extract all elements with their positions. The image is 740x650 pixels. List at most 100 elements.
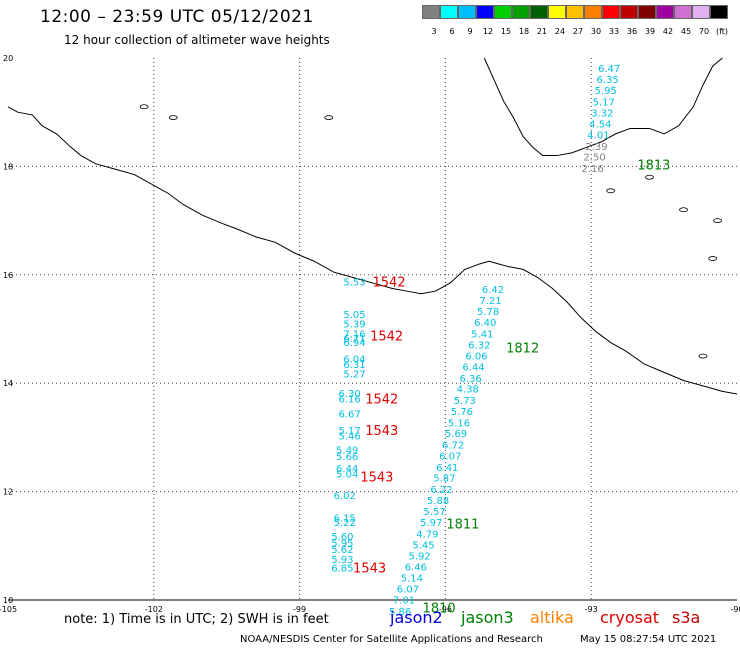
island-outline: [139, 104, 149, 110]
colorbar-swatch: [512, 5, 530, 19]
colorbar-label: 15: [500, 27, 512, 36]
colorbar-label: 21: [536, 27, 548, 36]
lon-tick-label: -96: [439, 605, 452, 614]
swh-value: 5.62: [331, 545, 353, 556]
swh-value: 6.44: [336, 464, 358, 475]
colorbar-label: (ft): [715, 27, 729, 36]
swh-value: 5.16: [448, 418, 470, 429]
island-outline: [324, 115, 334, 121]
colorbar-swatch: [530, 5, 548, 19]
swh-value: 6.94: [343, 338, 365, 349]
swh-value: 2.16: [581, 164, 603, 175]
colorbar-label: 39: [644, 27, 656, 36]
colorbar-label: 18: [518, 27, 530, 36]
swh-value: 6.30: [338, 389, 360, 400]
swh-value: 6.06: [465, 352, 487, 363]
swh-value: 6.04: [343, 354, 365, 365]
swh-value: 6.15: [334, 514, 356, 525]
swh-value: 5.05: [343, 310, 365, 321]
swh-value: 5.86: [389, 607, 411, 618]
colorbar-label: 24: [554, 27, 566, 36]
colorbar-swatch: [674, 5, 692, 19]
swh-value: 6.85: [331, 564, 353, 575]
swh-value: 4.54: [589, 120, 611, 131]
colorbar-swatch: [422, 5, 440, 19]
colorbar-label: 42: [662, 27, 674, 36]
colorbar-label: 70: [698, 27, 710, 36]
swh-value: 6.36: [459, 374, 481, 385]
swh-value: 5.45: [412, 540, 434, 551]
swh-value: 5.22: [334, 518, 356, 529]
swh-value: 5.69: [445, 429, 467, 440]
colorbar-label: 36: [626, 27, 638, 36]
swh-value: 5.53: [343, 277, 365, 288]
pass-time-label: 1810: [423, 602, 456, 617]
pass-time-label: 1813: [637, 158, 670, 173]
swh-value: 5.17: [593, 97, 615, 108]
colorbar-label: 30: [590, 27, 602, 36]
swh-value: 4.01: [587, 131, 609, 142]
swh-value: 4.79: [416, 529, 438, 540]
swh-value: 5.49: [336, 445, 358, 456]
swh-value: 5.73: [454, 396, 476, 407]
lat-tick-label: 20: [3, 54, 13, 63]
lon-tick-label: -102: [145, 605, 163, 614]
swh-value: 5.95: [331, 539, 353, 550]
legend-altika: altika: [530, 608, 574, 627]
swh-value: 5.14: [401, 573, 423, 584]
swh-value: 6.31: [343, 360, 365, 371]
swh-value: 5.87: [433, 474, 455, 485]
colorbar-swatch: [638, 5, 656, 19]
lon-tick-label: -105: [0, 605, 17, 614]
colorbar-label: 12: [482, 27, 494, 36]
swh-value: 5.66: [336, 452, 358, 463]
swh-value: 6.32: [468, 340, 490, 351]
swh-value: 6.67: [338, 410, 360, 421]
pass-time-label: 1542: [370, 330, 403, 345]
swh-value: 7.21: [479, 296, 501, 307]
colorbar-swatch: [656, 5, 674, 19]
legend-jason2: jason2: [390, 608, 443, 627]
swh-value: 5.41: [471, 329, 493, 340]
colorbar-swatch: [494, 5, 512, 19]
island-outline: [708, 256, 718, 261]
swh-value: 4.38: [457, 385, 479, 396]
colorbar-swatch: [440, 5, 458, 19]
colorbar-swatch: [476, 5, 494, 19]
swh-value: 6.46: [405, 562, 427, 573]
swh-value: 5.17: [338, 426, 360, 437]
swh-value: 2.39: [585, 142, 607, 153]
pass-time-label: 1542: [365, 392, 398, 407]
colorbar-label: 9: [467, 27, 473, 36]
lat-tick-label: 16: [3, 271, 13, 280]
swh-value: 6.07: [397, 585, 419, 596]
swh-value: 6.41: [436, 463, 458, 474]
legend-s3a: s3a: [672, 608, 701, 627]
colorbar-label: 27: [572, 27, 584, 36]
colorbar-swatch: [584, 5, 602, 19]
colorbar-swatch: [458, 5, 476, 19]
gulf-coastline: [483, 57, 723, 157]
swh-value: 5.27: [343, 370, 365, 381]
legend-cryosat: cryosat: [600, 608, 660, 627]
lat-tick-label: 14: [3, 379, 13, 388]
swh-value: 6.47: [598, 64, 620, 75]
swh-value: 5.92: [408, 552, 430, 563]
pacific-coastline: [7, 106, 738, 395]
swh-value: 5.88: [427, 496, 449, 507]
pass-time-label: 1543: [360, 471, 393, 486]
island-outline: [168, 115, 178, 121]
credit-line: NOAA/NESDIS Center for Satellite Applica…: [240, 634, 543, 645]
swh-value: 5.57: [424, 507, 446, 518]
swh-value: 5.95: [595, 86, 617, 97]
lat-tick-label: 18: [3, 162, 13, 171]
colorbar-swatch: [710, 5, 728, 19]
island-outline: [679, 207, 688, 213]
pass-time-label: 1811: [446, 518, 479, 533]
lon-tick-label: -99: [293, 605, 306, 614]
colorbar-swatch: [566, 5, 584, 19]
swh-value: 2.50: [583, 153, 605, 164]
pass-time-label: 1542: [373, 275, 406, 290]
pass-time-label: 1812: [506, 342, 539, 357]
